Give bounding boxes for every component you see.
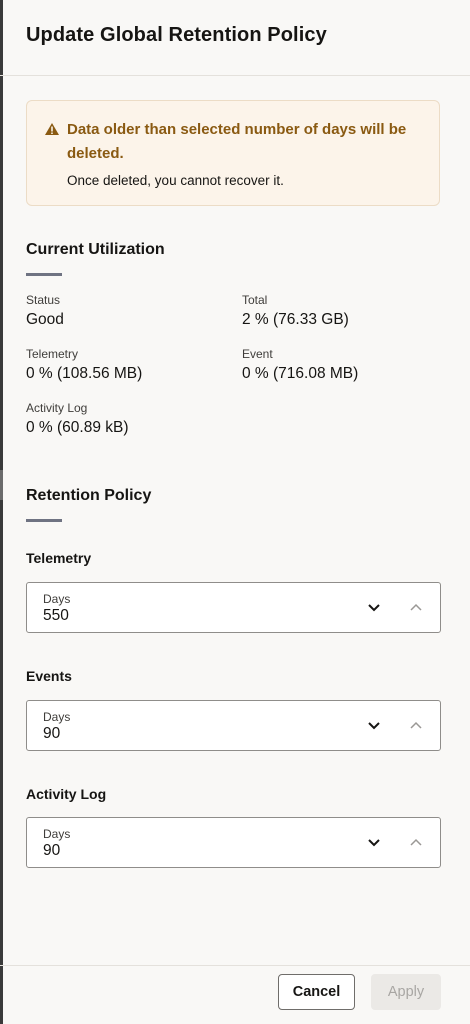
section-title-retention-policy: Retention Policy: [26, 487, 152, 504]
field-label: Status: [26, 293, 61, 307]
field-label: Event: [242, 347, 273, 361]
chevron-down-icon[interactable]: [363, 597, 385, 619]
retention-group-label-events: Events: [26, 668, 72, 684]
background-window-edge: [0, 0, 3, 1024]
warning-text: Once deleted, you cannot recover it.: [67, 173, 284, 188]
utilization-field-status: Status Good: [26, 293, 64, 329]
telemetry-days-input[interactable]: Days 550: [26, 582, 441, 633]
footer-divider: [0, 965, 470, 966]
utilization-field-total: Total 2 % (76.33 GB): [242, 293, 349, 329]
retention-group-label-activity-log: Activity Log: [26, 786, 107, 802]
retention-group-label-telemetry: Telemetry: [26, 550, 92, 566]
field-value: 0 % (716.08 MB): [242, 365, 359, 382]
section-underline: [26, 519, 62, 522]
field-value: Good: [26, 311, 64, 328]
background-window-edge-accent: [0, 470, 3, 500]
utilization-field-activity-log: Activity Log 0 % (60.89 kB): [26, 401, 129, 437]
section-title-current-utilization: Current Utilization: [26, 241, 165, 258]
warning-triangle-icon: [45, 123, 59, 135]
field-value: 0 % (60.89 kB): [26, 419, 129, 436]
dialog-title: Update Global Retention Policy: [26, 24, 327, 46]
field-label: Telemetry: [26, 347, 79, 361]
chevron-up-icon[interactable]: [405, 832, 427, 854]
activity-log-days-input[interactable]: Days 90: [26, 817, 441, 868]
input-value[interactable]: 90: [43, 842, 61, 859]
warning-message: Data older than selected number of days …: [26, 100, 440, 206]
input-label: Days: [43, 710, 71, 724]
section-underline: [26, 273, 62, 276]
input-label: Days: [43, 592, 71, 606]
field-value: 2 % (76.33 GB): [242, 311, 349, 328]
chevron-up-icon[interactable]: [405, 715, 427, 737]
input-value[interactable]: 90: [43, 725, 61, 742]
chevron-up-icon[interactable]: [405, 597, 427, 619]
header-divider: [0, 75, 470, 76]
cancel-button[interactable]: Cancel: [278, 974, 355, 1010]
chevron-down-icon[interactable]: [363, 715, 385, 737]
input-value[interactable]: 550: [43, 607, 69, 624]
utilization-field-telemetry: Telemetry 0 % (108.56 MB): [26, 347, 142, 383]
apply-button[interactable]: Apply: [371, 974, 441, 1010]
field-value: 0 % (108.56 MB): [26, 365, 143, 382]
events-days-input[interactable]: Days 90: [26, 700, 441, 751]
chevron-down-icon[interactable]: [363, 832, 385, 854]
field-label: Activity Log: [26, 401, 88, 415]
input-label: Days: [43, 827, 71, 841]
utilization-field-event: Event 0 % (716.08 MB): [242, 347, 358, 383]
field-label: Total: [242, 293, 268, 307]
warning-title: Data older than selected number of days …: [67, 121, 407, 162]
